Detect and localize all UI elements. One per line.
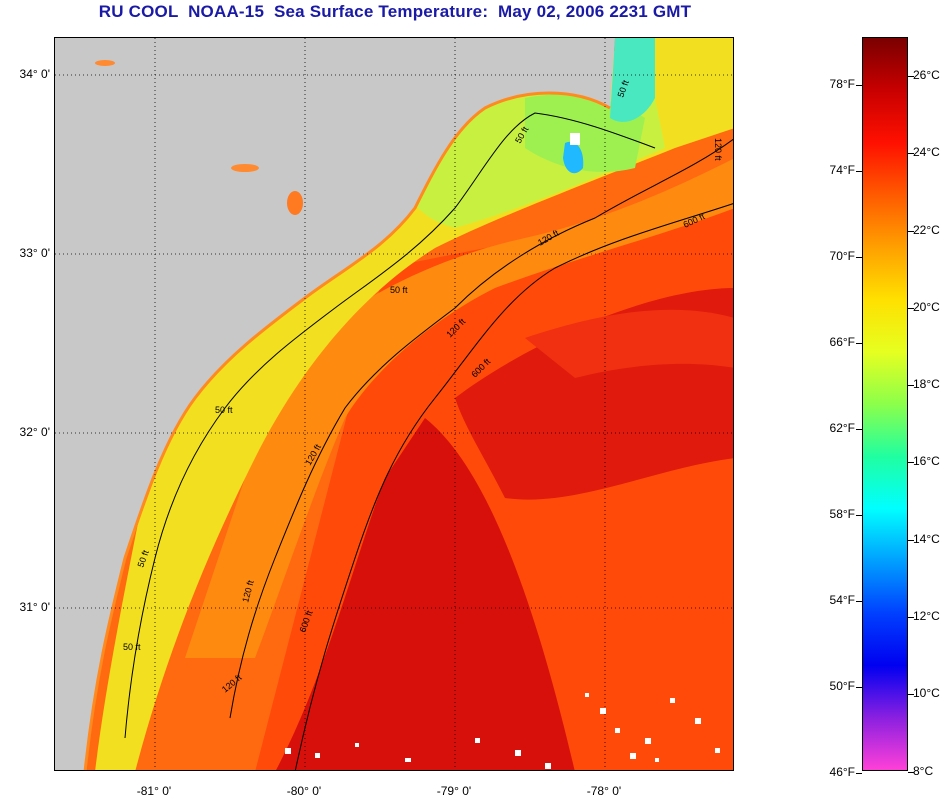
temperature-colorbar [862,37,908,771]
colorbar-c-label: 8°C [913,764,934,778]
colorbar-tick [908,153,914,154]
contour-label: 50 ft [390,285,408,295]
colorbar-f-label: 58°F [829,507,855,521]
lat-label: 31° 0' [19,600,50,614]
colorbar-tick [908,617,914,618]
lat-label: 34° 0' [19,67,50,81]
colorbar-tick [908,772,914,773]
colorbar-tick [856,601,862,602]
sst-map: 50 ft 50 ft 50 ft 50 ft 50 ft 50 ft 120 … [54,37,734,771]
colorbar-tick [856,171,862,172]
lon-label: -79° 0' [436,784,472,798]
colorbar-tick [856,773,862,774]
depth-contours [124,112,733,770]
colorbar-tick [856,687,862,688]
colorbar-tick [908,308,914,309]
colorbar-f-label: 66°F [829,335,855,349]
colorbar-c-label: 22°C [913,223,940,237]
inland-lake [287,191,303,215]
gulf-stream-core [276,418,575,770]
contour-50ft [124,112,656,739]
colorbar-tick [908,694,914,695]
colorbar-f-label: 74°F [829,163,855,177]
colorbar-c-label: 26°C [913,68,940,82]
colorbar-f-label: 78°F [829,77,855,91]
cold-coastal-water [610,38,655,122]
cold-plume [563,141,584,174]
lon-label: -78° 0' [586,784,622,798]
contour-label: 120 ft [713,138,723,161]
colorbar-c-label: 18°C [913,377,940,391]
cloud-pixels [285,133,720,769]
colorbar-c-label: 20°C [913,300,940,314]
lon-label: -80° 0' [286,784,322,798]
contour-120ft [229,138,733,719]
colorbar-c-label: 16°C [913,454,940,468]
colorbar-f-label: 54°F [829,593,855,607]
colorbar-f-label: 70°F [829,249,855,263]
contour-label: 50 ft [215,405,233,415]
gulf-stream-filament [525,309,733,378]
colorbar-c-label: 10°C [913,686,940,700]
colorbar-tick [856,257,862,258]
colorbar-c-label: 14°C [913,532,940,546]
colorbar-tick [856,343,862,344]
graticule [55,38,733,770]
contour-600ft [294,203,733,770]
lat-label: 32° 0' [19,425,50,439]
colorbar-tick [908,462,914,463]
inland-lake [95,60,115,66]
land-mass [55,38,615,770]
map-title: RU COOL NOAA-15 Sea Surface Temperature:… [98,2,692,21]
colorbar-tick [908,385,914,386]
lon-label: -81° 0' [136,784,172,798]
colorbar-tick [856,515,862,516]
colorbar-tick [856,85,862,86]
contour-label: 50 ft [123,642,141,652]
colorbar-f-label: 62°F [829,421,855,435]
lat-label: 33° 0' [19,246,50,260]
inland-lake [231,164,259,172]
colorbar-c-label: 12°C [913,609,940,623]
coastline-fringe [83,91,611,770]
colorbar-c-label: 24°C [913,145,940,159]
colorbar-f-label: 46°F [829,765,855,779]
colorbar-tick [908,540,914,541]
colorbar-tick [908,76,914,77]
colorbar-tick [856,429,862,430]
colorbar-tick [908,231,914,232]
sst-map-canvas: 50 ft 50 ft 50 ft 50 ft 50 ft 50 ft 120 … [55,38,733,770]
colorbar-f-label: 50°F [829,679,855,693]
